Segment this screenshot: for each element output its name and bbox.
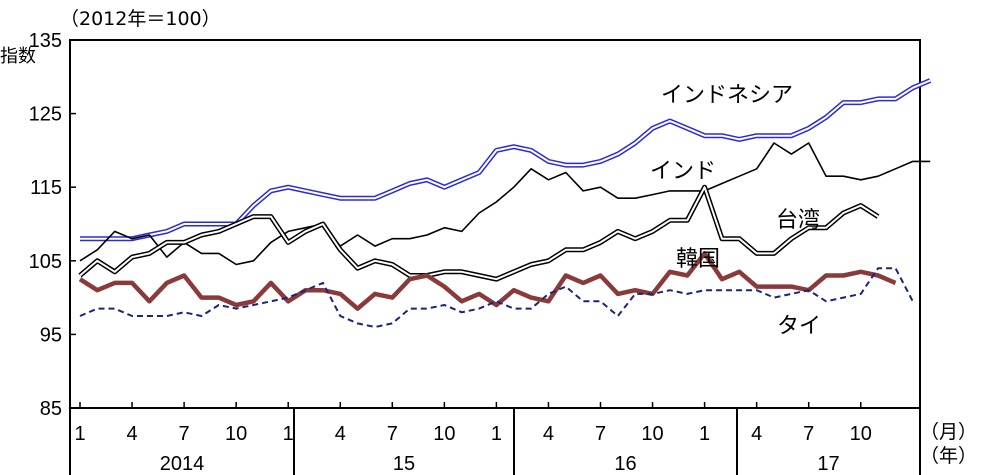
series-line-2-inner (79, 186, 879, 281)
unit-label: （2012年＝100） (60, 8, 221, 30)
annotation-thailand: タイ (777, 314, 821, 339)
series-line-0-inner (80, 79, 931, 240)
month-tick-label: 10 (850, 423, 872, 445)
month-tick-label: 7 (387, 423, 398, 445)
annotation-india: インド (650, 159, 716, 184)
year-label: 15 (393, 453, 415, 475)
x-unit-month: （月） (920, 421, 977, 443)
month-tick-label: 7 (803, 423, 814, 445)
annotation-taiwan: 台湾 (776, 208, 820, 233)
y-tick-label: 135 (29, 30, 62, 52)
series-line-2-outer (78, 184, 880, 282)
month-tick-label: 7 (595, 423, 606, 445)
y-axis-mark: 指数 (0, 46, 36, 67)
plot-frame (69, 39, 921, 475)
annotation-korea: 韓国 (676, 247, 720, 272)
x-unit-year: （年） (920, 445, 977, 467)
y-tick-label: 105 (29, 251, 62, 273)
month-tick-label: 4 (126, 423, 137, 445)
y-tick-label: 115 (30, 177, 62, 199)
year-label: 16 (614, 453, 636, 475)
plot-border (69, 39, 921, 409)
month-tick-label: 7 (179, 423, 190, 445)
month-tick-label: 1 (283, 423, 294, 445)
month-tick-label: 4 (335, 423, 346, 445)
month-tick-label: 1 (74, 423, 85, 445)
y-tick-label: 85 (40, 398, 62, 420)
month-tick-label: 10 (641, 423, 663, 445)
y-tick-label: 125 (29, 104, 62, 126)
series-line-1 (79, 142, 931, 266)
year-label: 17 (817, 453, 839, 475)
series-layer (78, 78, 932, 328)
y-tick-label: 95 (40, 324, 62, 346)
x-axis: 2014 15 16 17 1 4 7 10 1 4 7 10 1 4 7 10 1 4 7 10 (74, 402, 872, 475)
y-axis: 85 95 105 115 125 135 (29, 30, 76, 420)
month-tick-label: 10 (433, 423, 455, 445)
series-line-4 (79, 267, 914, 328)
annotation-indonesia: インドネシア (661, 83, 793, 108)
month-tick-label: 1 (491, 423, 502, 445)
month-tick-label: 1 (699, 423, 710, 445)
month-tick-label: 4 (751, 423, 762, 445)
month-tick-label: 4 (543, 423, 554, 445)
year-label: 2014 (160, 453, 205, 475)
month-tick-label: 10 (225, 423, 247, 445)
series-line-3 (78, 251, 897, 311)
